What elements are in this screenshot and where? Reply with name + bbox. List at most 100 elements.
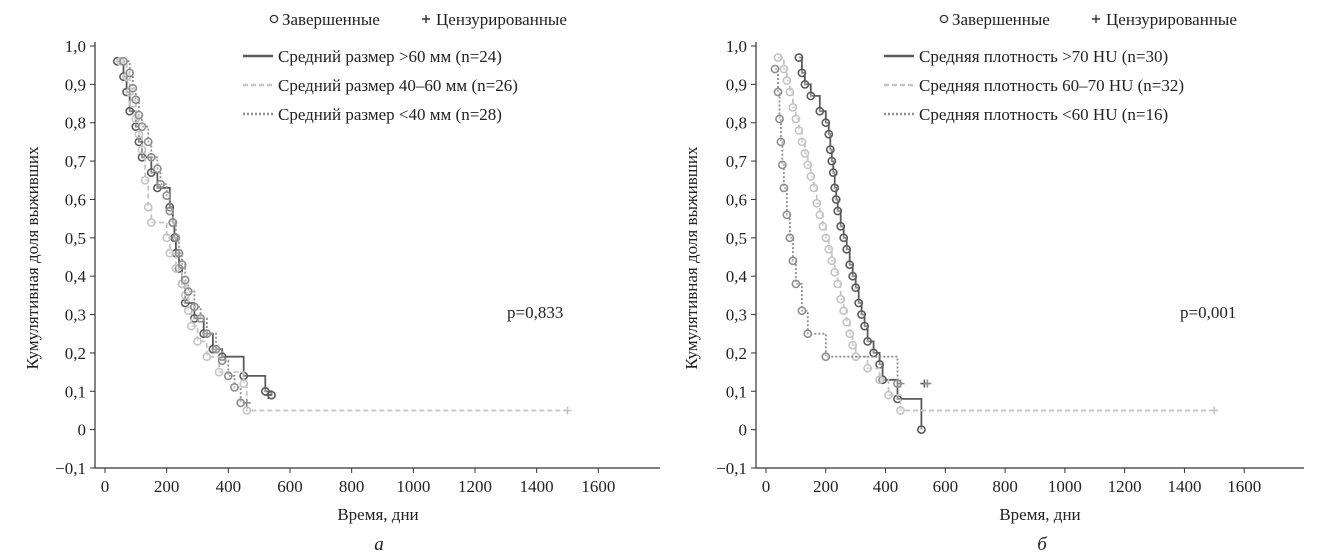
- y-tick-label: 0,8: [726, 114, 747, 133]
- completed-event-marker: [863, 336, 872, 346]
- completed-event-marker: [836, 221, 846, 231]
- completed-event-marker: [214, 367, 224, 377]
- completed-event-marker: [830, 267, 840, 277]
- completed-event-marker: [803, 160, 813, 170]
- completed-event-marker: [812, 198, 822, 208]
- completed-event-marker: [156, 179, 165, 189]
- completed-event-marker: [137, 122, 147, 131]
- completed-event-marker: [794, 125, 804, 135]
- completed-event-marker: [143, 202, 153, 212]
- x-tick-label: 0: [762, 477, 771, 496]
- completed-event-marker: [776, 137, 786, 147]
- completed-event-marker: [202, 352, 212, 362]
- completed-event-marker: [165, 248, 175, 258]
- y-tick-label: 0,3: [726, 306, 747, 325]
- completed-event-marker: [171, 233, 181, 243]
- completed-event-marker: [773, 53, 783, 62]
- completed-event-marker: [131, 95, 141, 105]
- x-tick-label: 1000: [396, 477, 430, 496]
- x-tick-label: 1600: [1227, 477, 1261, 496]
- completed-event-marker: [824, 129, 834, 139]
- completed-event-marker: [180, 275, 190, 285]
- y-tick-label: 1,0: [726, 37, 747, 56]
- completed-event-marker: [162, 233, 172, 243]
- completed-event-marker: [791, 279, 801, 289]
- y-tick-label: 0,4: [726, 267, 748, 286]
- completed-event-marker: [217, 356, 227, 365]
- completed-event-marker: [168, 218, 178, 227]
- completed-event-marker: [193, 336, 202, 346]
- completed-event-marker: [800, 148, 810, 158]
- completed-event-marker: [818, 221, 828, 231]
- completed-event-marker: [196, 313, 205, 323]
- completed-event-marker: [884, 390, 893, 400]
- completed-event-marker: [779, 64, 789, 74]
- completed-event-marker: [821, 352, 831, 362]
- x-tick-label: 0: [101, 477, 110, 496]
- censored-marker-icon: [422, 15, 430, 23]
- completed-event-marker: [183, 306, 193, 316]
- completed-event-marker: [152, 164, 162, 174]
- completed-event-marker: [162, 191, 172, 200]
- legend-completed-label: Завершенные: [952, 10, 1050, 29]
- x-tick-label: 1400: [1167, 477, 1201, 496]
- completed-event-marker: [239, 379, 249, 388]
- x-axis-label: Время, дни: [999, 505, 1080, 524]
- completed-event-marker: [119, 56, 128, 66]
- legend-series-label: Средний размер <40 мм (n=28): [278, 105, 502, 124]
- completed-event-marker: [845, 260, 855, 270]
- completed-event-marker: [137, 145, 147, 154]
- completed-event-marker: [839, 233, 849, 243]
- y-tick-label: 0,3: [65, 306, 86, 325]
- y-axis-label: Кумулятивная доля выживших: [23, 146, 42, 369]
- completed-event-marker: [791, 114, 801, 124]
- y-tick-label: −0,1: [55, 459, 86, 478]
- completed-event-marker: [845, 329, 855, 339]
- completed-event-marker: [800, 80, 810, 89]
- p-value-annotation: p=0,833: [507, 303, 563, 322]
- legend-series-label: Средняя плотность <60 HU (n=16): [919, 105, 1168, 124]
- completed-event-marker: [785, 233, 795, 243]
- y-tick-label: 0,5: [726, 229, 747, 248]
- completed-event-marker: [134, 110, 144, 120]
- y-tick-label: −0,1: [716, 459, 747, 478]
- completed-event-marker: [806, 171, 816, 181]
- legend-series-label: Средняя плотность 60–70 HU (n=32): [919, 76, 1184, 95]
- x-tick-label: 400: [873, 477, 899, 496]
- y-tick-label: 0,1: [726, 382, 747, 401]
- legend-series-label: Средний размер >60 мм (n=24): [278, 47, 502, 66]
- y-tick-label: 0: [739, 421, 748, 440]
- completed-event-marker: [875, 375, 884, 385]
- completed-event-marker: [848, 340, 858, 350]
- completed-event-marker: [833, 279, 843, 289]
- completed-event-marker: [165, 206, 175, 216]
- x-tick-label: 800: [992, 477, 1018, 496]
- completed-event-marker: [183, 287, 193, 296]
- completed-event-marker: [815, 210, 825, 220]
- y-tick-label: 0,7: [726, 152, 748, 171]
- completed-event-marker: [842, 244, 852, 254]
- x-tick-label: 1000: [1048, 477, 1082, 496]
- completed-event-marker: [824, 244, 834, 254]
- completed-event-marker: [782, 210, 792, 220]
- censored-event-marker: [923, 379, 932, 388]
- x-tick-label: 200: [154, 477, 180, 496]
- completed-event-marker: [797, 137, 807, 147]
- completed-event-marker: [917, 425, 926, 434]
- completed-marker-icon: [939, 14, 949, 24]
- y-tick-label: 0,8: [65, 114, 86, 133]
- completed-event-marker: [828, 168, 838, 177]
- y-tick-label: 0,6: [726, 190, 747, 209]
- completed-event-marker: [773, 87, 783, 97]
- completed-event-marker: [174, 248, 184, 258]
- completed-event-marker: [803, 329, 813, 339]
- x-tick-label: 200: [813, 477, 839, 496]
- completed-event-marker: [778, 160, 787, 170]
- completed-event-marker: [782, 76, 792, 85]
- completed-marker-icon: [269, 14, 279, 24]
- completed-event-marker: [146, 218, 156, 227]
- completed-event-marker: [189, 302, 199, 312]
- completed-event-marker: [851, 283, 861, 293]
- completed-event-marker: [857, 310, 866, 319]
- x-tick-label: 1600: [581, 477, 615, 496]
